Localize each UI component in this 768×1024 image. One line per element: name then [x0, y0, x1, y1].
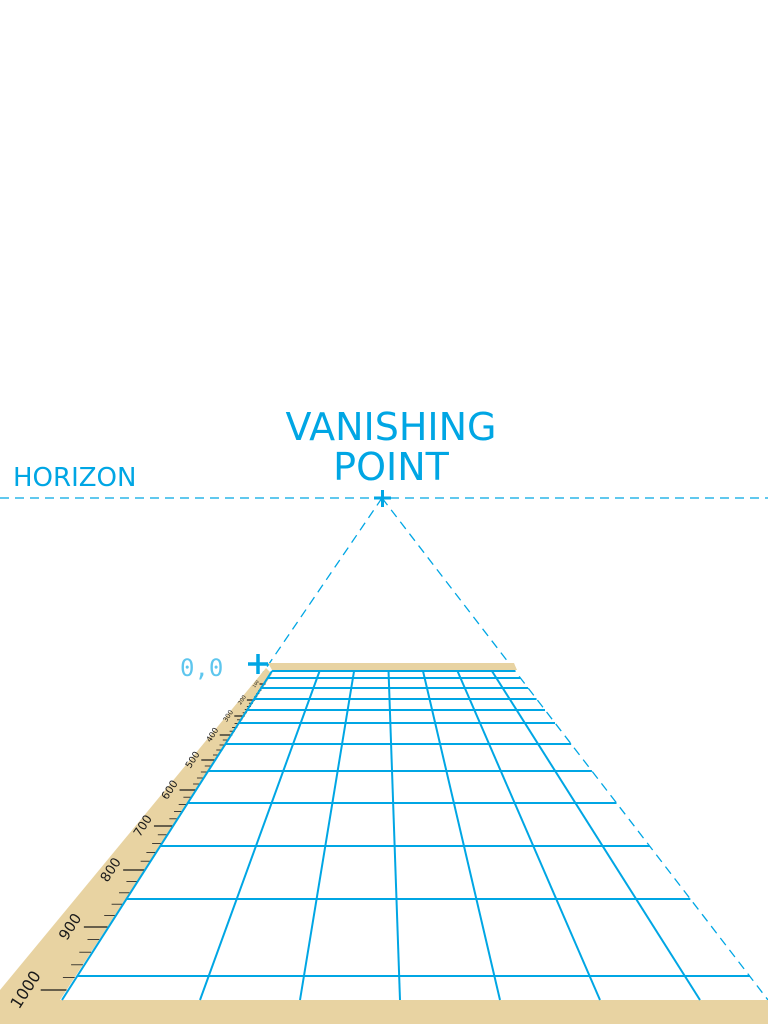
- title-point: POINT: [333, 445, 449, 489]
- vanishing-line-right: [381, 497, 768, 1001]
- grid-line-vertical: [491, 670, 701, 1001]
- ruler-left: [0, 668, 272, 1000]
- grid-line-vertical: [299, 670, 356, 1001]
- ruler-bottom: [0, 1000, 768, 1024]
- horizon-label: HORIZON: [13, 463, 136, 493]
- origin-marker: [248, 654, 268, 674]
- grid-line-vertical: [456, 670, 601, 1001]
- title-vanishing: VANISHING: [286, 405, 497, 449]
- grid-line-vertical: [199, 670, 321, 1001]
- ruler-tick-label: 200: [237, 694, 248, 706]
- perspective-grid: [61, 670, 750, 1001]
- grid-line-vertical: [387, 670, 401, 1001]
- vanishing-point-marker: [374, 490, 391, 507]
- grid-line-vertical: [61, 670, 273, 1001]
- ruler-tick-label: 100: [251, 679, 260, 689]
- grid-line-vertical: [422, 670, 501, 1001]
- ruler-top: [268, 663, 517, 670]
- origin-label: 0,0: [180, 654, 223, 682]
